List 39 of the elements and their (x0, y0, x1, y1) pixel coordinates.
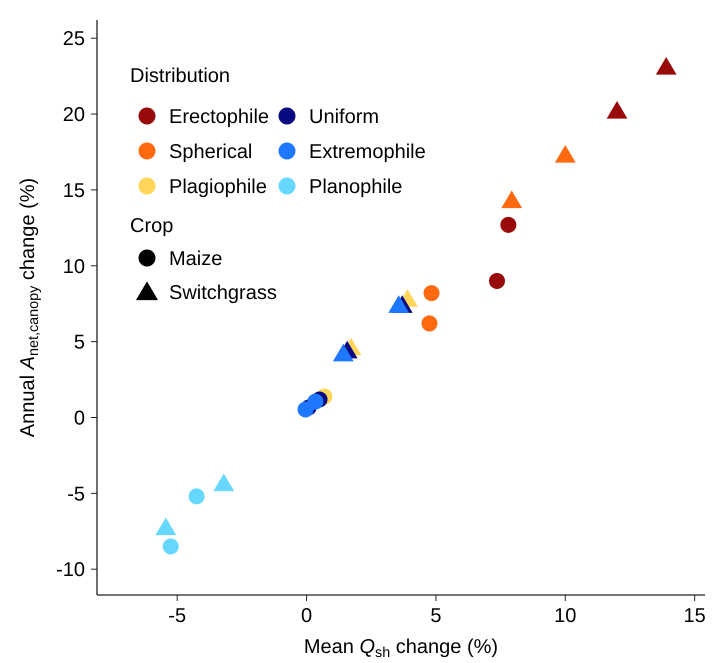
point (554, 145, 576, 163)
x-tick-label: -5 (168, 605, 186, 627)
point (298, 401, 314, 418)
annotation: Crop (130, 215, 174, 237)
point (388, 295, 410, 313)
y-tick-label: 20 (62, 104, 85, 126)
y-tick-label: 0 (74, 407, 85, 430)
y-tick-label: 10 (62, 256, 85, 278)
annotation: Switchgrass (169, 282, 277, 304)
legend-label: Uniform (309, 106, 380, 128)
point (213, 473, 234, 492)
point (332, 344, 354, 362)
x-axis-title: Mean Q$_{sh}$ change (%) (304, 636, 498, 662)
point (424, 285, 440, 302)
x-tick-label: 15 (684, 605, 706, 627)
annotation: Maize (169, 248, 222, 270)
legend-label: Spherical (169, 141, 252, 163)
point (606, 101, 628, 119)
point (188, 488, 205, 504)
point (421, 315, 438, 332)
point (656, 57, 677, 75)
x-tick-label: 5 (430, 605, 442, 627)
legend-label: Erectophile (169, 106, 270, 128)
point (500, 216, 516, 233)
y-tick-label: -10 (56, 559, 85, 582)
point (162, 538, 179, 554)
y-tick-label: 5 (74, 332, 85, 354)
y-tick-label: 25 (62, 28, 85, 50)
legend-title: Distribution (130, 65, 230, 87)
y-tick-label: 15 (62, 180, 85, 202)
legend-label: Planophile (309, 176, 402, 198)
point (488, 272, 505, 289)
point (501, 190, 522, 208)
legend-label: Extremophile (309, 141, 426, 163)
x-tick-label: 10 (554, 605, 576, 627)
x-tick-label: 0 (301, 605, 312, 627)
point (155, 517, 176, 536)
legend-label: Plagiophile (169, 176, 267, 198)
y-tick-label: -5 (67, 483, 85, 506)
